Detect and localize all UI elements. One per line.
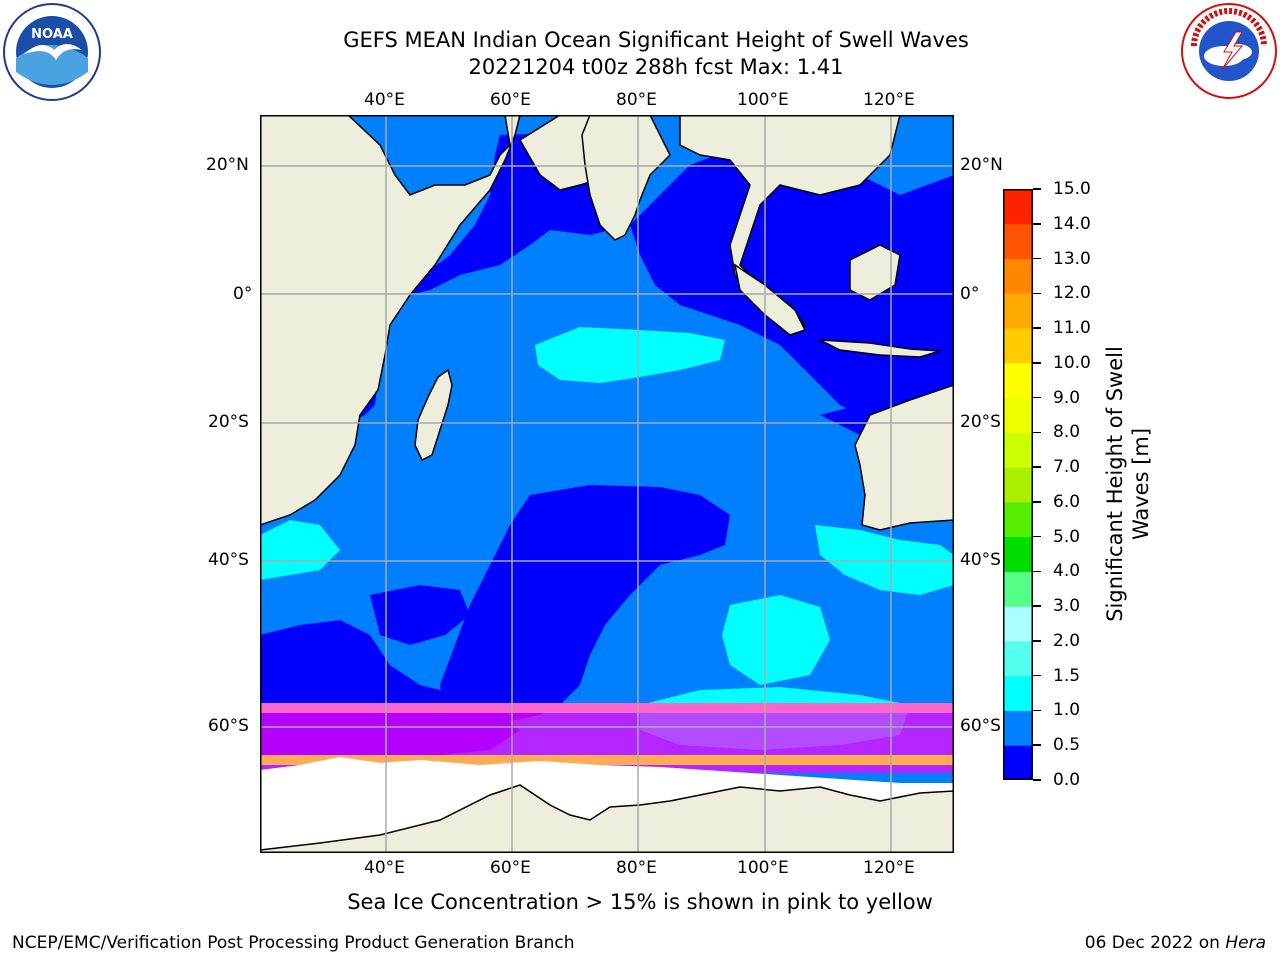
lat-label-right-40s: 40°S: [960, 550, 1001, 570]
colorbar-segment: [1003, 223, 1033, 260]
map-panel: [260, 115, 954, 853]
colorbar-tick-label: 14.0: [1053, 213, 1091, 234]
colorbar-tick-mark: [1033, 466, 1041, 468]
lat-label-right-20s: 20°S: [960, 412, 1001, 432]
colorbar-segment: [1003, 571, 1033, 607]
colorbar-tick-label: 11.0: [1053, 318, 1091, 339]
map-frame: [260, 115, 954, 853]
footer-date: 06 Dec 2022 on Hera: [1084, 933, 1266, 953]
colorbar-tick-mark: [1033, 605, 1041, 607]
lon-label-bottom-40e: 40°E: [364, 858, 405, 878]
colorbar-tick-label: 7.0: [1053, 457, 1081, 478]
svg-text:NOAA: NOAA: [31, 27, 73, 42]
lon-label-top-80e: 80°E: [616, 90, 657, 110]
colorbar-segment: [1003, 745, 1033, 781]
colorbar-tick-mark: [1033, 327, 1041, 329]
colorbar-tick-label: 0.0: [1053, 770, 1081, 790]
colorbar-tick-label: 6.0: [1053, 491, 1081, 512]
lon-label-top-100e: 100°E: [737, 90, 789, 110]
colorbar-segment: [1003, 640, 1033, 677]
colorbar-segment: [1003, 675, 1033, 711]
lon-label-bottom-100e: 100°E: [737, 858, 789, 878]
colorbar-tick-mark: [1033, 709, 1041, 712]
lat-label-left-40s: 40°S: [208, 550, 249, 570]
colorbar-tick-label: 3.0: [1053, 596, 1081, 617]
lat-label-left-0: 0°: [233, 284, 253, 304]
colorbar-segment: [1003, 432, 1033, 468]
colorbar-tick-label: 8.0: [1053, 422, 1081, 443]
colorbar-tick-label: 1.0: [1053, 700, 1081, 721]
lon-label-top-120e: 120°E: [863, 90, 915, 110]
colorbar-tick-mark: [1033, 431, 1041, 434]
map-title: GEFS MEAN Indian Ocean Significant Heigh…: [343, 28, 969, 52]
colorbar-tick-mark: [1033, 257, 1041, 260]
colorbar-tick-label: 13.0: [1053, 248, 1091, 269]
colorbar-segment: [1003, 467, 1033, 503]
colorbar-tick-label: 1.5: [1053, 665, 1081, 686]
colorbar-segment: [1003, 606, 1033, 642]
lon-label-bottom-120e: 120°E: [863, 858, 915, 878]
colorbar-segment: [1003, 328, 1033, 364]
colorbar-segment: [1003, 397, 1033, 433]
colorbar-tick-label: 4.0: [1053, 561, 1081, 582]
colorbar-segment: [1003, 362, 1033, 399]
lon-label-top-60e: 60°E: [490, 90, 531, 110]
colorbar-tick-mark: [1033, 292, 1041, 295]
colorbar-tick-mark: [1033, 570, 1041, 573]
colorbar-tick-mark: [1033, 501, 1041, 503]
lat-label-right-20n: 20°N: [960, 155, 1003, 175]
noaa-logo-icon: NOAA: [2, 2, 102, 102]
colorbar-tick-mark: [1033, 744, 1041, 746]
map-gridlines: [260, 115, 954, 853]
lat-label-right-0: 0°: [960, 284, 980, 304]
lon-label-bottom-80e: 80°E: [616, 858, 657, 878]
footer-credit: NCEP/EMC/Verification Post Processing Pr…: [12, 933, 575, 953]
colorbar-tick-mark: [1033, 674, 1041, 677]
colorbar: [1003, 189, 1033, 781]
colorbar-tick-label: 2.0: [1053, 630, 1081, 651]
colorbar-segment: [1003, 501, 1033, 538]
nws-logo-icon: [1180, 2, 1278, 100]
lat-label-left-20n: 20°N: [206, 155, 249, 175]
lat-label-right-60s: 60°S: [960, 716, 1001, 736]
colorbar-tick-mark: [1033, 362, 1041, 364]
colorbar-segment: [1003, 536, 1033, 572]
colorbar-segment: [1003, 189, 1033, 225]
lat-label-left-60s: 60°S: [208, 716, 249, 736]
colorbar-tick-mark: [1033, 223, 1041, 225]
colorbar-frame: [1003, 189, 1033, 780]
colorbar-tick-label: 9.0: [1053, 387, 1081, 408]
colorbar-segment: [1003, 710, 1033, 746]
colorbar-segment: [1003, 293, 1033, 329]
colorbar-tick-label: 5.0: [1053, 526, 1081, 547]
map-subtitle: 20221204 t00z 288h fcst Max: 1.41: [468, 55, 844, 79]
colorbar-tick-label: 10.0: [1053, 352, 1091, 373]
lon-label-top-40e: 40°E: [364, 90, 405, 110]
lon-label-bottom-60e: 60°E: [490, 858, 531, 878]
colorbar-tick-mark: [1033, 640, 1041, 642]
colorbar-tick-mark: [1033, 535, 1041, 538]
sea-ice-note: Sea Ice Concentration > 15% is shown in …: [347, 890, 933, 914]
colorbar-tick-label: 0.5: [1053, 735, 1081, 756]
colorbar-tick-mark: [1033, 779, 1041, 781]
colorbar-tick-label: 15.0: [1053, 179, 1091, 199]
colorbar-tick-label: 12.0: [1053, 283, 1091, 304]
colorbar-segment: [1003, 258, 1033, 294]
colorbar-tick-mark: [1033, 188, 1041, 190]
lat-label-left-20s: 20°S: [208, 412, 249, 432]
colorbar-tick-mark: [1033, 396, 1041, 399]
